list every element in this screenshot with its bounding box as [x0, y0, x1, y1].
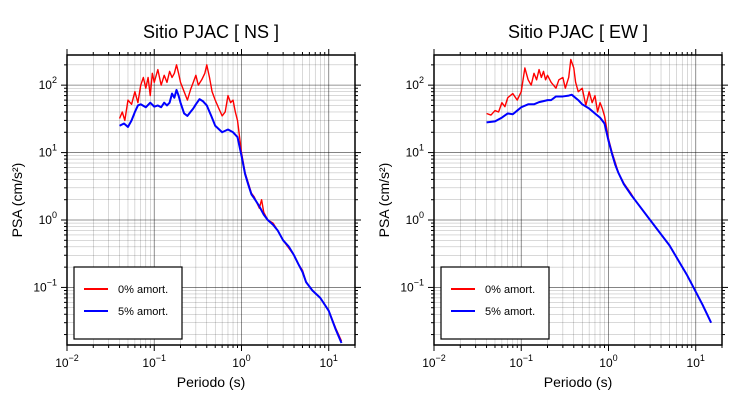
legend-label: 0% amort.	[485, 284, 535, 296]
chart-title: Sitio PJAC [ EW ]	[508, 22, 648, 42]
legend-label: 5% amort.	[118, 306, 168, 318]
y-tick-label: 100	[406, 210, 424, 227]
y-tick-label: 101	[39, 143, 57, 160]
x-tick-label: 10−2	[422, 353, 446, 370]
chart-panel-1: 10−2 10−1 100 101 10−1 100 101 102 Sitio PJAC [ …	[9, 22, 361, 390]
chart-title: Sitio PJAC [ NS ]	[143, 22, 279, 42]
legend-label: 5% amort.	[485, 306, 535, 318]
x-axis-label: Periodo (s)	[177, 374, 245, 390]
x-tick-label: 10−2	[55, 353, 79, 370]
y-tick-label: 102	[39, 75, 57, 92]
legend-box	[440, 266, 550, 340]
y-tick-label: 10−1	[400, 277, 424, 294]
legend: 0% amort. 5% amort.	[440, 266, 550, 340]
y-axis-label: PSA (cm/s²)	[376, 163, 392, 238]
legend-box	[73, 266, 183, 340]
series-line-5pct	[119, 88, 343, 344]
y-tick-label: 102	[406, 75, 424, 92]
x-tick-label: 101	[320, 353, 338, 370]
x-tick-label: 100	[599, 353, 617, 370]
series-line-5pct	[486, 93, 713, 324]
chart-panel-2: 10−2 10−1 100 101 10−1 100 101 102 Sitio PJAC [ …	[376, 22, 728, 390]
y-tick-label: 100	[39, 210, 57, 227]
y-axis-label: PSA (cm/s²)	[9, 163, 25, 238]
x-tick-label: 100	[232, 353, 250, 370]
plot-frame	[66, 54, 356, 346]
x-tick-label: 10−1	[142, 353, 166, 370]
y-tick-label: 10−1	[33, 277, 57, 294]
y-tick-label: 101	[406, 143, 424, 160]
x-tick-label: 101	[687, 353, 705, 370]
legend-label: 0% amort.	[118, 284, 168, 296]
x-tick-label: 10−1	[509, 353, 533, 370]
legend: 0% amort. 5% amort.	[73, 266, 183, 340]
plot-frame	[433, 54, 723, 346]
x-axis-label: Periodo (s)	[544, 374, 612, 390]
